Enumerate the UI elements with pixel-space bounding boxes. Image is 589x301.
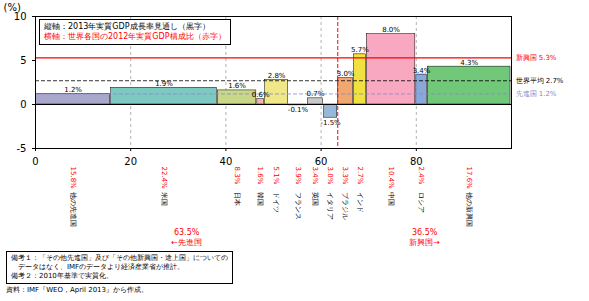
- svg-text:40: 40: [220, 156, 233, 167]
- svg-text:先進国 1.2%: 先進国 1.2%: [516, 90, 557, 98]
- svg-text:1.2%: 1.2%: [64, 86, 82, 94]
- svg-text:3.3%: 3.3%: [341, 167, 349, 185]
- svg-text:-5: -5: [17, 143, 27, 154]
- svg-text:10.4%: 10.4%: [387, 167, 395, 190]
- html-text:データはなく、IMFのデータより経済産業省が推計。: データはなく、IMFのデータより経済産業省が推計。: [11, 263, 185, 271]
- svg-text:(%): (%): [4, 2, 21, 13]
- svg-text:3.0%: 3.0%: [337, 70, 355, 78]
- svg-text:3.0%: 3.0%: [326, 167, 334, 185]
- svg-text:←先進国: ←先進国: [171, 238, 202, 247]
- svg-text:2.4%: 2.4%: [417, 167, 425, 185]
- svg-text:1.6%: 1.6%: [256, 167, 264, 185]
- svg-text:1.9%: 1.9%: [155, 80, 173, 88]
- svg-text:インド: インド: [356, 192, 364, 213]
- svg-text:英国: 英国: [311, 192, 319, 206]
- svg-text:17.6%: 17.6%: [465, 167, 473, 190]
- svg-text:新興国→: 新興国→: [409, 238, 440, 247]
- svg-text:15.8%: 15.8%: [69, 167, 77, 190]
- svg-text:36.5%: 36.5%: [412, 228, 438, 237]
- svg-text:3.4%: 3.4%: [413, 67, 431, 75]
- svg-text:5.1%: 5.1%: [272, 167, 280, 185]
- svg-text:-0.1%: -0.1%: [288, 106, 309, 114]
- svg-text:2.7%: 2.7%: [356, 167, 364, 185]
- svg-text:4.3%: 4.3%: [460, 59, 478, 67]
- svg-text:1.6%: 1.6%: [228, 82, 246, 90]
- svg-text:-1.5%: -1.5%: [320, 119, 341, 127]
- svg-text:0.7%: 0.7%: [306, 90, 324, 98]
- svg-text:80: 80: [410, 156, 423, 167]
- svg-text:3.4%: 3.4%: [311, 167, 319, 185]
- svg-text:フランス: フランス: [294, 192, 302, 220]
- svg-text:世界平均 2.7%: 世界平均 2.7%: [516, 77, 564, 85]
- svg-text:60: 60: [315, 156, 328, 167]
- html-text:横軸：世界各国の2012年実質GDP構成比（赤字）: 横軸：世界各国の2012年実質GDP構成比（赤字）: [44, 32, 226, 41]
- svg-text:20: 20: [124, 156, 137, 167]
- svg-text:米国: 米国: [160, 192, 168, 206]
- html-text:縦軸：2013年実質GDP成長率見通し（黒字）: 縦軸：2013年実質GDP成長率見通し（黒字）: [44, 22, 210, 31]
- svg-text:0: 0: [32, 156, 38, 167]
- svg-text:イタリア: イタリア: [326, 192, 334, 220]
- svg-text:0.6%: 0.6%: [252, 91, 270, 99]
- html-text:備考１：「その他先進国」及び「その他新興国・途上国」について: 備考１：「その他先進国」及び「その他新興国・途上国」についての: [11, 254, 228, 262]
- html-text:備考２：2010年基準で実質化。: 備考２：2010年基準で実質化。: [11, 272, 113, 280]
- svg-text:8.3%: 8.3%: [233, 167, 241, 185]
- svg-text:韓国: 韓国: [256, 192, 264, 206]
- svg-text:ロシア: ロシア: [417, 192, 425, 213]
- svg-text:中国: 中国: [387, 192, 395, 206]
- svg-text:2.8%: 2.8%: [268, 72, 286, 80]
- svg-text:8.0%: 8.0%: [382, 26, 400, 34]
- svg-text:5: 5: [20, 55, 26, 66]
- svg-text:10: 10: [13, 10, 27, 22]
- svg-text:22.4%: 22.4%: [160, 167, 168, 190]
- svg-text:他の先進国: 他の先進国: [69, 192, 77, 227]
- svg-text:他の新興国: 他の新興国: [465, 192, 473, 227]
- svg-text:新興国 5.3%: 新興国 5.3%: [516, 54, 557, 62]
- svg-text:ブラジル: ブラジル: [341, 192, 349, 220]
- html-text:資料：IMF『WEO，April 2013』から作成。: 資料：IMF『WEO，April 2013』から作成。: [6, 286, 148, 294]
- svg-text:63.5%: 63.5%: [174, 228, 200, 237]
- svg-text:5.7%: 5.7%: [351, 46, 369, 54]
- svg-text:ドイツ: ドイツ: [272, 192, 280, 213]
- svg-text:3.9%: 3.9%: [294, 167, 302, 185]
- svg-text:日本: 日本: [233, 192, 241, 206]
- svg-text:0: 0: [20, 99, 26, 110]
